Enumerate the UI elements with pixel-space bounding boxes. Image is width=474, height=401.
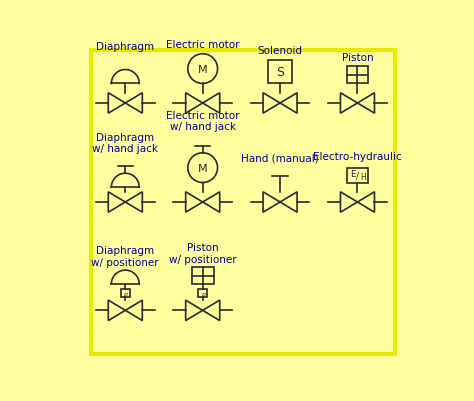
Bar <box>192 267 213 284</box>
Text: H: H <box>361 172 366 181</box>
Text: Piston
w/ positioner: Piston w/ positioner <box>169 243 237 264</box>
Text: Diaphragm
w/ positioner: Diaphragm w/ positioner <box>91 246 159 267</box>
Text: p: p <box>201 291 205 296</box>
Text: Electric motor
w/ hand jack: Electric motor w/ hand jack <box>166 111 239 132</box>
Bar <box>121 289 129 298</box>
Bar <box>346 67 368 84</box>
Text: Hand (manual): Hand (manual) <box>241 153 319 163</box>
Text: Diaphragm
w/ hand jack: Diaphragm w/ hand jack <box>92 132 158 154</box>
Text: Electro-hydraulic: Electro-hydraulic <box>313 152 402 162</box>
Text: Diaphragm: Diaphragm <box>96 42 155 52</box>
Bar <box>198 289 207 298</box>
Text: S: S <box>276 66 284 79</box>
Text: E: E <box>350 170 356 179</box>
Bar <box>347 168 367 183</box>
Bar <box>268 61 292 84</box>
Text: Piston: Piston <box>342 53 373 63</box>
Text: M: M <box>198 163 208 173</box>
Text: /: / <box>356 171 359 180</box>
Text: M: M <box>198 65 208 75</box>
Text: Solenoid: Solenoid <box>257 46 302 56</box>
Text: p: p <box>123 291 128 296</box>
Text: Electric motor: Electric motor <box>166 40 239 50</box>
